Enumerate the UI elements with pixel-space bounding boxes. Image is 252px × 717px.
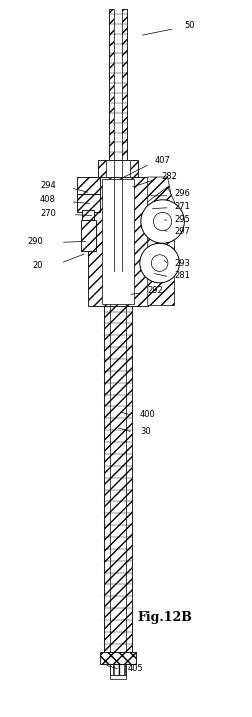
Polygon shape [148, 177, 174, 212]
Text: 50: 50 [184, 22, 195, 30]
Text: 20: 20 [33, 260, 43, 270]
Bar [98, 160, 138, 177]
Bar [82, 209, 94, 219]
Bar [80, 219, 96, 251]
Circle shape [153, 212, 172, 231]
Circle shape [141, 200, 184, 243]
Text: 271: 271 [174, 202, 190, 212]
Polygon shape [148, 187, 174, 305]
Text: 270: 270 [40, 209, 56, 218]
Bar [102, 179, 134, 303]
Bar [77, 177, 100, 194]
Bar [104, 271, 132, 652]
Circle shape [140, 243, 179, 282]
Text: 294: 294 [40, 181, 56, 191]
Bar [77, 194, 100, 212]
Circle shape [151, 255, 168, 271]
Text: 30: 30 [140, 427, 150, 436]
Text: 297: 297 [174, 227, 190, 236]
Bar [114, 9, 122, 160]
Text: 405: 405 [128, 664, 144, 673]
Text: 281: 281 [174, 272, 190, 280]
Bar [109, 9, 127, 160]
Text: 408: 408 [40, 195, 56, 204]
Bar [110, 675, 126, 680]
Text: 296: 296 [174, 189, 190, 199]
Text: 292: 292 [148, 286, 164, 295]
Text: 407: 407 [155, 156, 171, 165]
Bar [110, 664, 126, 675]
Text: Fig.12B: Fig.12B [137, 611, 192, 624]
Text: 295: 295 [174, 215, 190, 224]
Text: 293: 293 [174, 259, 190, 267]
Text: 290: 290 [27, 237, 43, 246]
Bar [106, 160, 130, 177]
Bar [100, 652, 136, 664]
Text: 282: 282 [162, 171, 177, 181]
Text: 400: 400 [140, 410, 155, 419]
Bar [88, 177, 148, 305]
